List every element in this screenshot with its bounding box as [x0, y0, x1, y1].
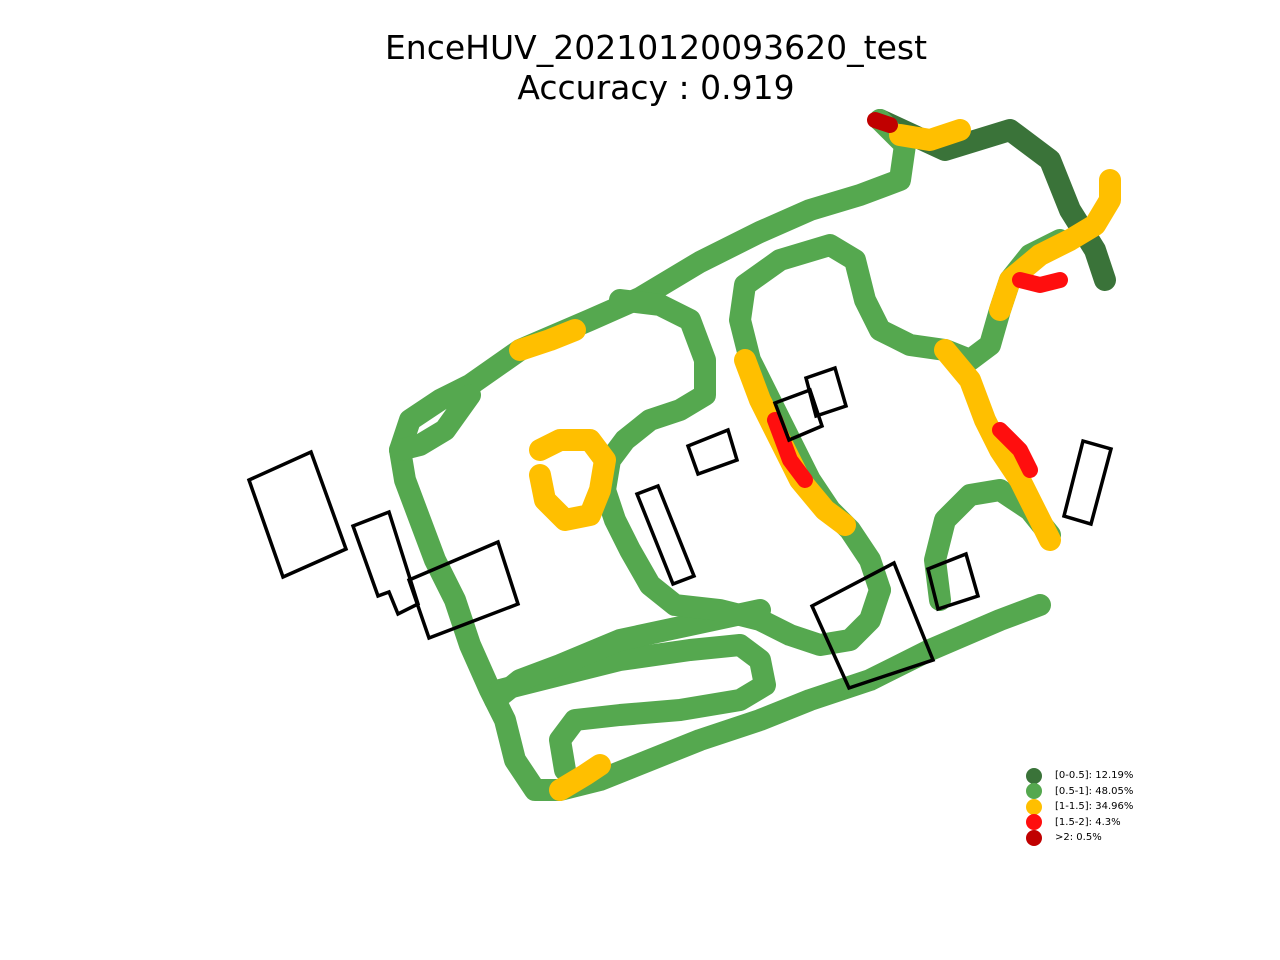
track-segment — [389, 109, 1051, 801]
obstacle-outline — [809, 560, 936, 691]
track-segment — [889, 119, 971, 151]
track-segment — [867, 112, 898, 133]
track-segment — [992, 422, 1038, 478]
legend-label: [1-1.5]: 34.96% — [1055, 801, 1134, 813]
legend: [0-0.5]: 12.19% [0.5-1]: 48.05% [1-1.5]:… — [1026, 767, 1134, 846]
obstacle-outline — [685, 427, 740, 477]
obstacle-outline — [246, 449, 349, 580]
obstacle-outline — [634, 483, 697, 587]
obstacle-outline — [406, 539, 521, 641]
track-segment — [509, 319, 586, 361]
legend-marker — [1026, 783, 1042, 800]
track-segment — [489, 634, 776, 781]
legend-item-1-1.5: [1-1.5]: 34.96% — [1026, 798, 1134, 815]
legend-marker — [1026, 829, 1042, 846]
track-segment — [594, 289, 891, 656]
track-segment — [549, 754, 611, 801]
chart-title: EnceHUV_20210120093620_test — [384, 28, 928, 67]
legend-item-0.5-1: [0.5-1]: 48.05% — [1026, 783, 1134, 800]
obstacle-outline — [925, 551, 981, 612]
legend-label: [1.5-2]: 4.3% — [1055, 816, 1121, 828]
chart-title-block: EnceHUV_20210120093620_test Accuracy : 0… — [0, 28, 1280, 108]
legend-marker — [1026, 767, 1042, 784]
trajectory-track — [389, 109, 1121, 801]
obstacle-outline — [350, 509, 421, 617]
track-segment — [989, 169, 1121, 321]
legend-item-1.5-2: [1.5-2]: 4.3% — [1026, 814, 1133, 831]
track-segment — [529, 429, 616, 531]
track-segment — [767, 412, 813, 488]
legend-label: >2: 0.5% — [1055, 832, 1102, 844]
legend-marker — [1026, 814, 1042, 831]
track-segment — [484, 599, 771, 711]
legend-marker — [1026, 798, 1042, 815]
track-segment — [1012, 272, 1068, 293]
legend-item-over-2: >2: 0.5% — [1026, 829, 1133, 846]
track-segment — [389, 384, 481, 461]
chart-subtitle: Accuracy : 0.919 — [517, 68, 795, 107]
track-segment — [869, 109, 1116, 291]
obstacle-outline — [772, 387, 825, 443]
legend-label: [0.5-1]: 48.05% — [1055, 785, 1134, 797]
track-segment — [934, 339, 1061, 551]
legend-label: [0-0.5]: 12.19% — [1055, 770, 1134, 782]
legend-item-0-0.5: [0-0.5]: 12.19% — [1026, 767, 1134, 784]
obstacles-layer — [246, 365, 1114, 691]
obstacle-outline — [803, 365, 849, 419]
obstacle-outline — [1061, 438, 1114, 527]
